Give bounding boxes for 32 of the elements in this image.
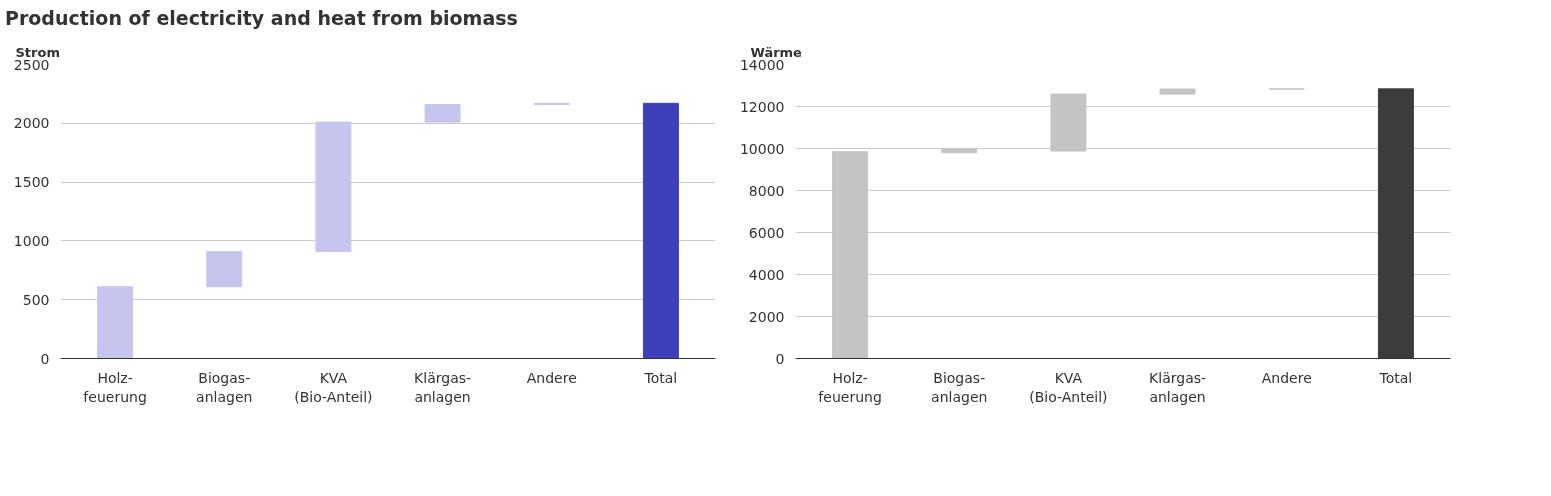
y-tick-label: 0	[40, 350, 50, 367]
bar	[642, 102, 679, 359]
x-tick-label: Biogas- anlagen	[931, 369, 988, 405]
x-tick-label: Total	[1378, 369, 1413, 386]
y-tick-label: 2000	[748, 308, 785, 325]
bar	[97, 286, 134, 359]
y-tick-label: 1000	[13, 233, 50, 250]
bar	[315, 121, 352, 253]
y-tick-label: 0	[775, 350, 785, 367]
x-tick-label: Andere	[1261, 369, 1312, 386]
x-tick-label: Biogas- anlagen	[196, 369, 253, 405]
x-tick-label: Holz- feuerung	[83, 369, 147, 405]
x-tick-label: Total	[643, 369, 678, 386]
y-tick-label: 8000	[748, 182, 785, 199]
bar	[424, 104, 461, 123]
chart-title: Production of electricity and heat from biomass	[5, 6, 518, 31]
x-tick-label: Andere	[526, 369, 577, 386]
y-tick-label: 500	[22, 291, 50, 308]
y-tick-label: 10000	[739, 140, 785, 157]
x-tick-label: KVA (Bio-Anteil)	[1029, 369, 1108, 405]
y-tick-label: 6000	[748, 224, 785, 241]
bar	[1159, 88, 1196, 95]
x-tick-label: Holz- feuerung	[818, 369, 882, 405]
x-tick-label: KVA (Bio-Anteil)	[294, 369, 373, 405]
bar	[941, 148, 978, 154]
bar	[206, 251, 243, 288]
x-tick-label: Klärgas- anlagen	[1149, 369, 1207, 405]
y-tick-label: 12000	[739, 98, 785, 115]
y-tick-label: 1500	[13, 174, 50, 191]
y-tick-label: 2000	[13, 115, 50, 132]
y-tick-label: 4000	[748, 266, 785, 283]
x-tick-label: Klärgas- anlagen	[414, 369, 472, 405]
